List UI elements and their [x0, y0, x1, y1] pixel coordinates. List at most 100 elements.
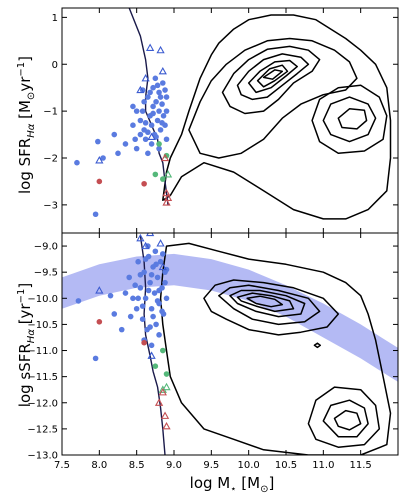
- top-blue-dot-34: [137, 131, 144, 138]
- bottom-blue-dot-31: [152, 248, 159, 255]
- bottom-blue-triangle-5: [147, 351, 156, 359]
- top-contour-9: [337, 108, 368, 130]
- bottom-blue-dot-1: [92, 355, 99, 362]
- top-blue-dot-22: [156, 108, 162, 114]
- bottom-blue-dot-28: [148, 342, 155, 349]
- top-ylabel-close: ]: [16, 56, 34, 62]
- bottom-red-triangle-1: [158, 387, 167, 396]
- bottom-xtick-label-1: 8.0: [91, 460, 107, 471]
- bottom-ylabel-main: log sSFR: [16, 343, 34, 407]
- bottom-contour-4: [236, 292, 295, 313]
- bottom-xtick-label-6: 10.5: [275, 460, 297, 471]
- bottom-ylabel-sub: Hα: [26, 329, 37, 344]
- top-blue-triangle-4: [156, 45, 165, 54]
- bottom-ylabel-exp: −1: [16, 289, 27, 304]
- bottom-blue-dot-47: [159, 308, 165, 315]
- top-blue-dot-35: [145, 150, 151, 157]
- bottom-blue-dot-4: [118, 326, 125, 333]
- top-contour-1: [188, 37, 358, 159]
- top-blue-dot-25: [159, 101, 165, 107]
- bottom-blue-dot-15: [147, 279, 153, 286]
- bottom-blue-dot-39: [139, 303, 146, 309]
- top-blue-dot-0: [74, 159, 80, 166]
- xlabel-close: ]: [268, 474, 274, 492]
- top-blue-dot-18: [150, 103, 156, 110]
- top-ytick-label-0: 1: [52, 13, 58, 24]
- top-blue-dot-2: [95, 138, 101, 145]
- top-contour-6: [262, 69, 284, 80]
- bottom-ytick-label-0: −9.0: [34, 242, 58, 253]
- bottom-blue-dot-34: [142, 256, 149, 262]
- top-blue-dot-38: [147, 89, 153, 96]
- top-blue-dot-32: [141, 98, 147, 105]
- bottom-panel: −9.0 −9.5 −10.0 −10.5 −11.0 −11.5 −12.0 −12.5 −1…: [27, 232, 399, 471]
- top-blue-dot-16: [148, 122, 155, 128]
- bottom-ytick-label-5: −11.5: [27, 372, 58, 383]
- bottom-red-triangle-3: [162, 421, 171, 430]
- xlabel-sun: ⊙: [260, 484, 268, 495]
- bottom-contour-1: [203, 279, 340, 336]
- bottom-blue-triangle-4: [156, 239, 165, 247]
- top-blue-dot-24: [157, 127, 164, 133]
- bottom-xtick-label-0: 7.5: [54, 460, 70, 471]
- top-red-dot-1: [141, 180, 147, 187]
- top-green-dot-0: [152, 171, 159, 178]
- bottom-blue-dot-0: [75, 298, 82, 304]
- bottom-blue-dot-38: [147, 324, 153, 330]
- top-blue-triangle-3: [145, 43, 155, 51]
- top-blue-triangle-0: [95, 156, 104, 164]
- bottom-blue-dot-43: [162, 279, 168, 286]
- bottom-blue-dot-26: [163, 295, 170, 302]
- top-contour-3: [236, 53, 310, 101]
- top-blue-dot-29: [163, 136, 170, 143]
- bottom-contour-0: [159, 242, 392, 455]
- bottom-red-triangle-2: [160, 411, 170, 419]
- bottom-red-dot-1: [141, 339, 147, 346]
- top-ylabel-main: log SFR: [16, 138, 34, 194]
- bottom-blue-dot-29: [156, 332, 162, 338]
- top-blue-dot-5: [115, 150, 121, 157]
- bottom-blue-dot-48: [148, 271, 155, 278]
- top-ylabel: log SFRHα [M⊙yr−1]: [16, 56, 37, 194]
- top-blue-dot-33: [148, 141, 155, 147]
- top-frame: [61, 7, 399, 234]
- bottom-blue-dot-35: [150, 313, 156, 320]
- bottom-main-sequence-band: [62, 253, 398, 382]
- top-contour-4: [247, 59, 298, 94]
- bottom-xtick-label-5: 10.0: [238, 460, 260, 471]
- bottom-xtick-label-8: 11.5: [350, 460, 372, 471]
- bottom-blue-dot-36: [156, 287, 162, 294]
- bottom-ylabel-close: ]: [16, 283, 34, 289]
- bottom-xtick-label-2: 8.5: [129, 460, 145, 471]
- top-blue-dot-49: [157, 94, 164, 100]
- bottom-xtick-label-4: 9.5: [203, 460, 219, 471]
- bottom-blue-dot-6: [130, 295, 136, 302]
- top-blue-dot-23: [156, 89, 162, 96]
- top-blue-dot-1: [92, 211, 99, 218]
- top-red-dot-0: [96, 178, 103, 185]
- top-blue-dot-7: [130, 122, 136, 128]
- bottom-ytick-label-6: −12.0: [27, 398, 58, 409]
- bottom-blue-dot-2: [107, 292, 114, 299]
- bottom-ytick-label-2: −10.0: [27, 294, 58, 305]
- top-ylabel-exp: −1: [16, 62, 27, 77]
- bottom-blue-dot-45: [145, 287, 152, 294]
- top-blue-dot-28: [163, 94, 170, 100]
- xlabel-main: log M: [190, 474, 231, 492]
- bottom-plot-area: [62, 233, 398, 455]
- bottom-blue-dot-49: [154, 298, 161, 304]
- bottom-contour-9: [313, 342, 322, 349]
- bottom-ytick-label-7: −12.5: [27, 424, 58, 435]
- bottom-blue-dot-42: [122, 290, 129, 296]
- top-blue-triangle-6: [158, 66, 167, 75]
- top-panel: 1 0 −1 −2 −3: [43, 7, 399, 234]
- bottom-blue-triangle-6: [158, 262, 167, 271]
- bottom-blue-dot-5: [126, 274, 132, 281]
- top-blue-dot-8: [132, 136, 138, 143]
- bottom-ylabel-units: [yr: [16, 303, 34, 325]
- top-blue-dot-41: [142, 120, 149, 126]
- bottom-blue-dot-33: [137, 271, 144, 278]
- top-contour-8: [322, 96, 377, 143]
- bottom-blue-dot-19: [153, 321, 159, 328]
- bottom-blue-dot-12: [142, 295, 149, 302]
